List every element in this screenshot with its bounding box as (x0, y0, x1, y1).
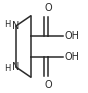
Text: OH: OH (64, 31, 79, 41)
Text: OH: OH (64, 52, 79, 62)
Text: N: N (12, 21, 20, 31)
Text: H: H (4, 64, 10, 73)
Text: N: N (12, 62, 20, 72)
Text: O: O (45, 80, 52, 90)
Text: H: H (4, 20, 10, 29)
Text: O: O (45, 3, 52, 13)
